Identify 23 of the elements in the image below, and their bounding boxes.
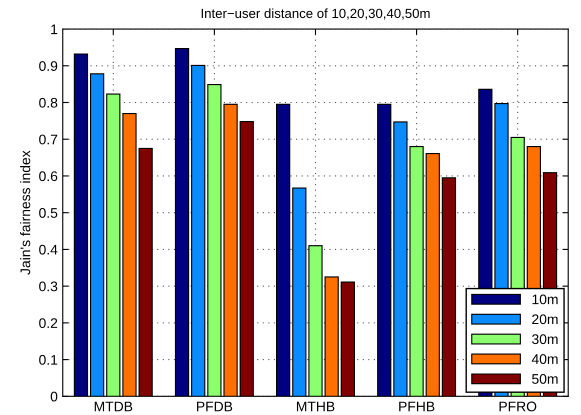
legend-label: 10m: [532, 294, 558, 304]
y-tick-label: 0.6: [39, 171, 58, 182]
y-tick-label: 0.9: [39, 61, 58, 71]
y-tick-label: 0.4: [39, 244, 58, 255]
x-tick-label: MTHB: [296, 402, 334, 412]
y-tick-label: 0.7: [39, 134, 58, 144]
x-tick-label: MTDB: [94, 402, 132, 412]
y-tick-label: 0: [50, 392, 58, 402]
x-tick-label: PFRO: [500, 402, 536, 412]
legend-label: 40m: [532, 354, 558, 364]
y-tick-label: 0.1: [39, 354, 58, 365]
y-tick-label: 0.5: [39, 208, 58, 218]
y-tick-label: 0.2: [39, 318, 58, 328]
x-tick-label: PFHB: [399, 402, 434, 412]
x-tick-label: PFDB: [197, 402, 232, 412]
y-axis-title: Jain's fairness index: [20, 150, 30, 275]
y-tick-label: 0.8: [39, 98, 58, 108]
legend-label: 50m: [532, 374, 558, 384]
chart-title: Inter−user distance of 10,20,30,40,50m: [202, 8, 430, 20]
y-tick-label: 0.3: [39, 281, 58, 292]
legend-label: 30m: [532, 334, 558, 344]
legend-label: 20m: [532, 314, 558, 324]
y-tick-label: 1: [51, 24, 58, 34]
